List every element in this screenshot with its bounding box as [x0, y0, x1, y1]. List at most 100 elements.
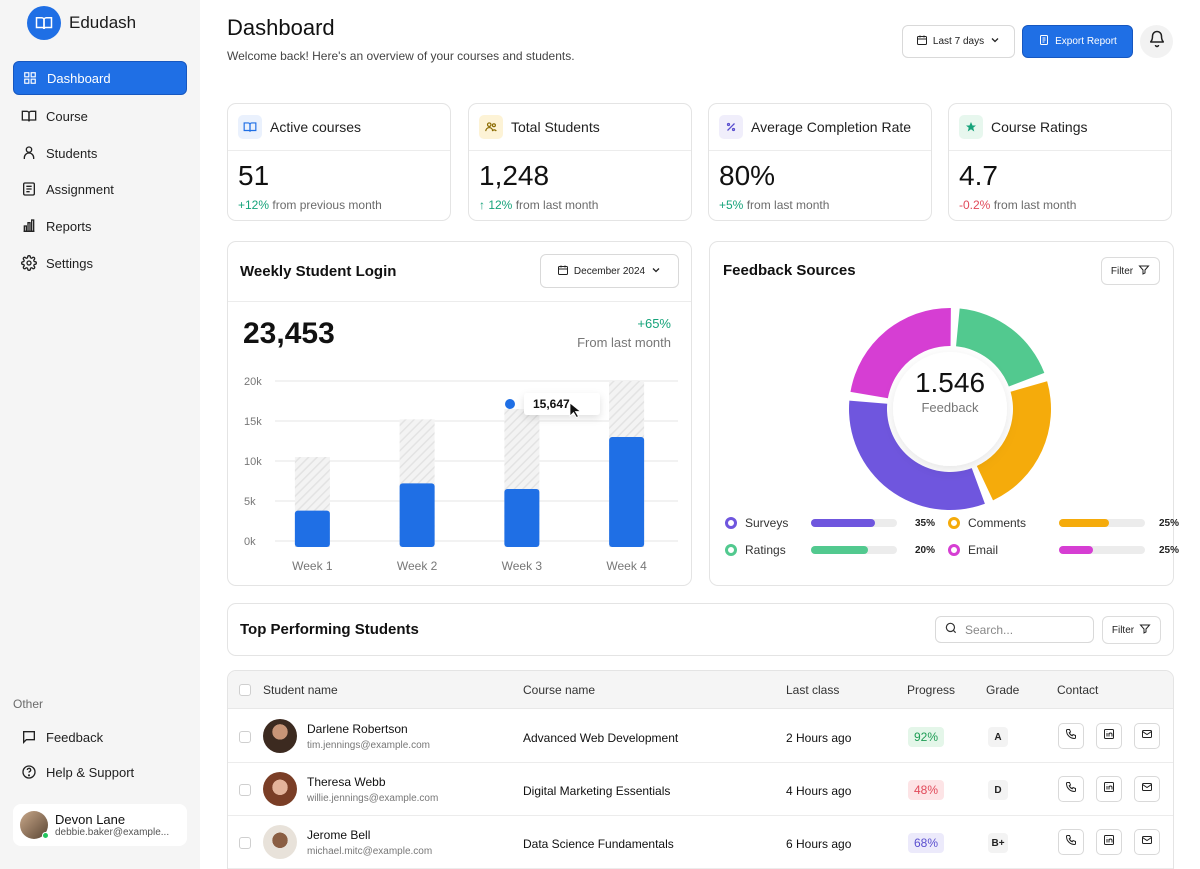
linkedin-button[interactable] — [1096, 829, 1122, 855]
legend-label: Surveys — [745, 516, 789, 530]
bar — [504, 489, 540, 547]
legend-marker — [725, 517, 737, 529]
students-icon — [479, 115, 503, 139]
brand[interactable]: Edudash — [27, 6, 136, 40]
legend-marker — [948, 544, 960, 556]
column-header[interactable]: Contact — [1057, 683, 1099, 697]
mail-icon — [1141, 833, 1153, 851]
sidebar-item-feedback[interactable]: Feedback — [13, 720, 187, 754]
student-name: Jerome Bell — [307, 828, 371, 842]
search-placeholder: Search... — [965, 622, 1014, 637]
filter-label: Filter — [1111, 624, 1135, 636]
notifications-button[interactable] — [1140, 25, 1173, 58]
row-checkbox[interactable] — [239, 784, 251, 796]
avatar — [20, 811, 49, 839]
book-icon — [238, 115, 262, 139]
weekly-login-card: Weekly Student Login December 2024 23,45… — [227, 241, 692, 586]
select-all-checkbox[interactable] — [239, 684, 251, 696]
legend-pct: 25% — [1159, 517, 1180, 529]
column-header[interactable]: Progress — [907, 683, 956, 697]
search-input[interactable]: Search... — [935, 616, 1094, 643]
date-range-button[interactable]: Last 7 days — [902, 25, 1015, 58]
page-subtitle: Welcome back! Here's an overview of your… — [227, 49, 575, 63]
feedback-filter-button[interactable]: Filter — [1101, 257, 1160, 285]
y-tick-label: 20k — [244, 376, 262, 388]
grade-badge: D — [988, 780, 1008, 800]
legend-bar — [1059, 519, 1145, 527]
legend-label: Comments — [968, 516, 1027, 530]
linkedin-button[interactable] — [1096, 723, 1122, 749]
email-button[interactable] — [1134, 723, 1160, 749]
sidebar-item-label: Settings — [46, 255, 93, 271]
table-row[interactable]: Jerome Bell michael.mitc@example.com Dat… — [228, 816, 1173, 869]
export-report-button[interactable]: Export Report — [1022, 25, 1133, 58]
sidebar-item-dashboard[interactable]: Dashboard — [13, 61, 187, 95]
course-name: Advanced Web Development — [523, 731, 679, 745]
stat-value: 1,248 — [479, 160, 550, 191]
student-email: michael.mitc@example.com — [307, 846, 433, 857]
column-header[interactable]: Course name — [523, 683, 596, 697]
legend-marker — [948, 517, 960, 529]
online-status-dot — [42, 832, 49, 839]
column-header[interactable]: Student name — [263, 683, 338, 697]
linkedin-button[interactable] — [1096, 776, 1122, 802]
top-students-header: Top Performing Students Search... Filter — [227, 603, 1174, 656]
month-label: December 2024 — [573, 265, 646, 277]
star-icon — [959, 115, 983, 139]
percent-icon — [719, 115, 743, 139]
sidebar-item-help[interactable]: Help & Support — [13, 755, 187, 789]
sidebar-item-label: Assignment — [46, 181, 114, 197]
sidebar-item-students[interactable]: Students — [13, 136, 187, 170]
assignment-icon — [21, 181, 37, 197]
user-profile-card[interactable]: Devon Lane debbie.baker@example... — [13, 804, 187, 846]
sidebar-item-settings[interactable]: Settings — [13, 246, 187, 280]
user-name: Devon Lane — [55, 812, 126, 827]
user-email: debbie.baker@example... — [55, 827, 170, 838]
stat-card-active-courses: Active courses 51 +12% from previous mon… — [227, 103, 451, 221]
sidebar-item-assignment[interactable]: Assignment — [13, 172, 187, 206]
tooltip-marker — [505, 399, 515, 409]
sidebar-item-reports[interactable]: Reports — [13, 209, 187, 243]
export-report-label: Export Report — [1055, 36, 1117, 47]
phone-button[interactable] — [1058, 776, 1084, 802]
table-row[interactable]: Theresa Webb willie.jennings@example.com… — [228, 763, 1173, 816]
table-row[interactable]: Darlene Robertson tim.jennings@example.c… — [228, 710, 1173, 763]
calendar-icon — [916, 34, 928, 49]
brand-name: Edudash — [69, 13, 137, 32]
feedback-title: Feedback Sources — [723, 262, 856, 279]
stat-delta: +5% — [719, 198, 744, 212]
email-button[interactable] — [1134, 776, 1160, 802]
course-name: Data Science Fundamentals — [523, 837, 674, 851]
email-button[interactable] — [1134, 829, 1160, 855]
row-checkbox[interactable] — [239, 837, 251, 849]
sidebar-item-label: Help & Support — [46, 764, 135, 780]
x-tick-label: Week 4 — [606, 559, 647, 573]
row-checkbox[interactable] — [239, 731, 251, 743]
bar — [609, 437, 645, 547]
last-class: 2 Hours ago — [786, 731, 852, 745]
legend-bar-fill — [811, 519, 875, 527]
phone-button[interactable] — [1058, 723, 1084, 749]
stat-card-total-students: Total Students 1,248 ↑ 12% from last mon… — [468, 103, 692, 221]
phone-button[interactable] — [1058, 829, 1084, 855]
x-tick-label: Week 2 — [397, 559, 438, 573]
month-select-button[interactable]: December 2024 — [540, 254, 679, 288]
donut-slice-email — [850, 308, 951, 399]
stat-delta: -0.2% — [959, 198, 991, 212]
weekly-delta-text: From last month — [577, 335, 671, 350]
feedback-icon — [21, 729, 37, 745]
sidebar-item-course[interactable]: Course — [13, 99, 187, 133]
mouse-cursor-icon — [569, 402, 582, 419]
other-section-label: Other — [13, 697, 44, 711]
column-header[interactable]: Grade — [986, 683, 1020, 697]
calendar-icon — [557, 264, 569, 279]
chevron-down-icon — [650, 264, 662, 279]
stat-title: Total Students — [511, 119, 600, 135]
students-filter-button[interactable]: Filter — [1102, 616, 1161, 644]
phone-icon — [1065, 727, 1077, 745]
weekly-total: 23,453 — [243, 317, 335, 350]
page-title: Dashboard — [227, 15, 335, 40]
progress-badge: 92% — [908, 727, 945, 747]
column-header[interactable]: Last class — [786, 683, 840, 697]
avatar — [263, 772, 297, 806]
